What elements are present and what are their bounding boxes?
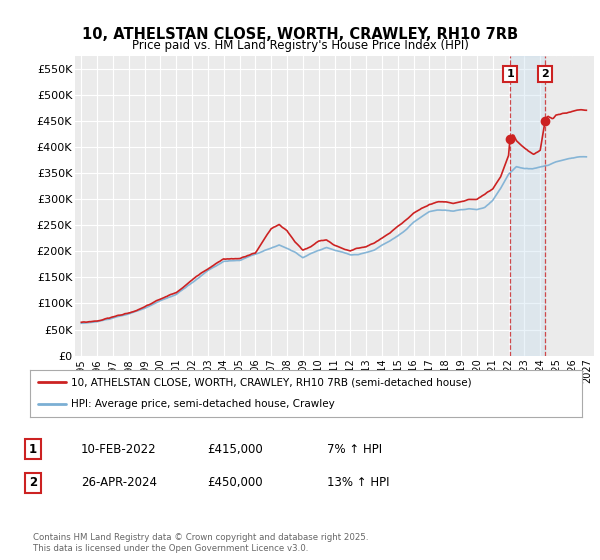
Text: 10-FEB-2022: 10-FEB-2022: [81, 442, 157, 456]
Text: £450,000: £450,000: [207, 476, 263, 489]
Text: 2: 2: [541, 69, 549, 79]
Text: Price paid vs. HM Land Registry's House Price Index (HPI): Price paid vs. HM Land Registry's House …: [131, 39, 469, 52]
Bar: [510, 56, 545, 356]
Bar: [75, 56, 545, 356]
Text: 10, ATHELSTAN CLOSE, WORTH, CRAWLEY, RH10 7RB: 10, ATHELSTAN CLOSE, WORTH, CRAWLEY, RH1…: [82, 27, 518, 42]
Text: Contains HM Land Registry data © Crown copyright and database right 2025.
This d: Contains HM Land Registry data © Crown c…: [33, 533, 368, 553]
Text: HPI: Average price, semi-detached house, Crawley: HPI: Average price, semi-detached house,…: [71, 399, 335, 409]
Text: 13% ↑ HPI: 13% ↑ HPI: [327, 476, 389, 489]
Text: 10, ATHELSTAN CLOSE, WORTH, CRAWLEY, RH10 7RB (semi-detached house): 10, ATHELSTAN CLOSE, WORTH, CRAWLEY, RH1…: [71, 377, 472, 388]
Text: 1: 1: [29, 442, 37, 456]
Text: £415,000: £415,000: [207, 442, 263, 456]
Text: 1: 1: [506, 69, 514, 79]
Text: 7% ↑ HPI: 7% ↑ HPI: [327, 442, 382, 456]
Text: 2: 2: [29, 476, 37, 489]
Text: 26-APR-2024: 26-APR-2024: [81, 476, 157, 489]
Bar: [545, 56, 594, 356]
